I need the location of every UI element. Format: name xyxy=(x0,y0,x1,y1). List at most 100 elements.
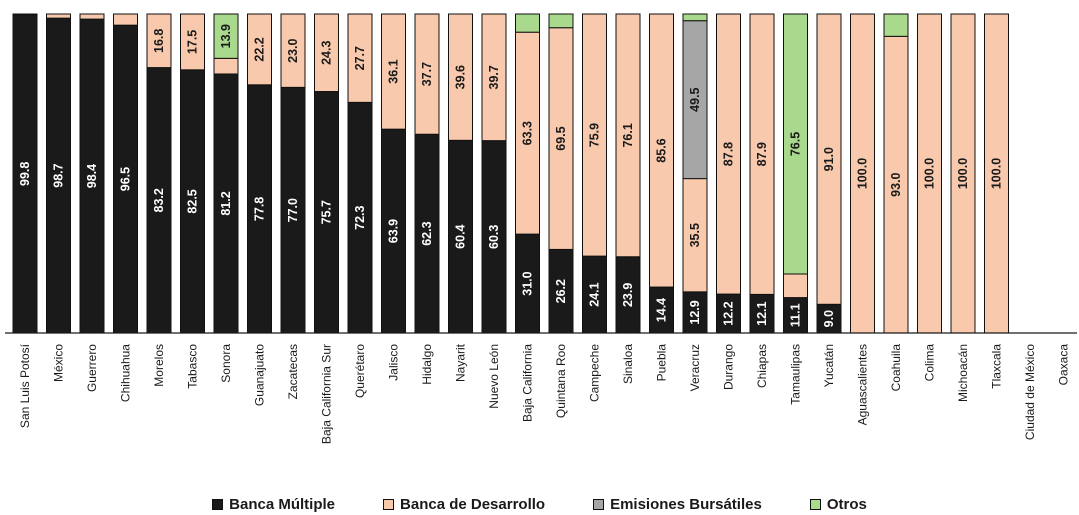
category-label-morelos: Morelos xyxy=(152,344,166,387)
bar-segment-banca-de-desarrollo-puebla xyxy=(649,13,674,288)
data-label-banca-multiple-tamaulipas: 11.1 xyxy=(789,303,803,327)
category-label-quintana-roo: Quintana Roo xyxy=(554,344,568,418)
legend-swatch-otros xyxy=(809,498,821,510)
bar-segment-banca-multiple-quintana-roo xyxy=(548,248,574,334)
bar-segment-banca-de-desarrollo-sinaloa xyxy=(615,13,641,258)
data-label-banca-multiple-tabasco: 82.5 xyxy=(186,189,200,213)
legend-swatch-emisiones xyxy=(593,498,605,510)
data-label-banca-de-desarrollo-nayarit: 39.6 xyxy=(454,65,468,89)
data-label-banca-multiple-puebla: 14.4 xyxy=(655,298,669,322)
bar-segment-banca-de-desarrollo-tabasco xyxy=(180,13,205,71)
legend-item-emisiones: Emisiones Bursátiles xyxy=(593,496,762,513)
bar-segment-banca-de-desarrollo-tlaxcala xyxy=(984,13,1009,334)
bar-segment-otros-coahuila xyxy=(883,13,909,37)
category-label-san-luis-potosi: San Luis Potosí xyxy=(18,343,32,428)
category-label-baja-california-sur: Baja California Sur xyxy=(320,344,334,444)
data-label-otros-sonora: 13.9 xyxy=(219,24,233,48)
data-label-banca-de-desarrollo-durango: 87.8 xyxy=(722,142,736,166)
category-label-oaxaca: Oaxaca xyxy=(1057,344,1071,386)
bar-segment-banca-multiple-guanajuato xyxy=(247,84,272,334)
category-label-jalisco: Jalisco xyxy=(387,344,401,381)
legend-swatch-banca-multiple xyxy=(212,498,224,510)
bar-segment-banca-de-desarrollo-nuevo-leon xyxy=(481,13,507,142)
category-label-colima: Colima xyxy=(923,344,937,382)
category-label-mexico: México xyxy=(52,344,66,382)
category-label-hidalgo: Hidalgo xyxy=(420,344,434,385)
legend-swatch-banca-desarrollo xyxy=(383,498,395,510)
bar-segment-banca-de-desarrollo-zacatecas xyxy=(280,13,306,88)
data-label-banca-de-desarrollo-aguascalientes: 100.0 xyxy=(856,158,870,189)
data-label-banca-de-desarrollo-tabasco: 17.5 xyxy=(186,30,200,54)
bar-segment-banca-multiple-baja-california xyxy=(515,233,540,334)
bar-segment-banca-de-desarrollo-quintana-roo xyxy=(548,27,574,250)
category-label-campeche: Campeche xyxy=(588,344,602,402)
category-label-baja-california: Baja California xyxy=(521,344,535,422)
data-label-banca-multiple-sonora: 81.2 xyxy=(219,191,233,215)
data-label-banca-multiple-mexico: 98.7 xyxy=(52,163,66,187)
bar-segment-banca-multiple-mexico xyxy=(46,17,71,334)
data-label-banca-de-desarrollo-guanajuato: 22.2 xyxy=(253,37,267,61)
category-label-coahuila: Coahuila xyxy=(889,344,903,392)
data-label-banca-de-desarrollo-baja-california: 63.3 xyxy=(521,121,535,145)
data-label-banca-de-desarrollo-puebla: 85.6 xyxy=(655,138,669,162)
category-label-ciudad-de-mexico: Ciudad de México xyxy=(1023,344,1037,440)
bar-segment-otros-tamaulipas xyxy=(783,13,808,275)
data-label-banca-multiple-veracruz: 12.9 xyxy=(688,300,702,324)
category-label-aguascalientes: Aguascalientes xyxy=(856,344,870,425)
data-label-banca-de-desarrollo-queretaro: 27.7 xyxy=(353,46,367,70)
bar-segment-banca-de-desarrollo-durango xyxy=(716,13,741,295)
data-label-banca-multiple-baja-california: 31.0 xyxy=(521,271,535,295)
bar-segment-banca-de-desarrollo-mexico xyxy=(46,13,71,19)
bar-segment-banca-de-desarrollo-sonora xyxy=(213,57,239,75)
category-label-nayarit: Nayarit xyxy=(454,343,468,382)
bar-segment-banca-de-desarrollo-veracruz xyxy=(682,178,708,293)
data-label-banca-de-desarrollo-zacatecas: 23.0 xyxy=(286,38,300,62)
data-label-banca-multiple-durango: 12.2 xyxy=(722,301,736,325)
data-label-banca-multiple-nayarit: 60.4 xyxy=(454,224,468,248)
bar-segment-otros-sonora xyxy=(213,13,239,59)
bar-segment-banca-de-desarrollo-morelos xyxy=(146,13,172,69)
data-label-banca-multiple-hidalgo: 62.3 xyxy=(420,221,434,245)
bar-segment-banca-de-desarrollo-chihuahua xyxy=(113,13,138,26)
bar-segment-banca-de-desarrollo-tamaulipas xyxy=(783,273,808,299)
legend-label-banca-multiple: Banca Múltiple xyxy=(229,495,336,513)
bar-segment-banca-de-desarrollo-guanajuato xyxy=(247,13,272,86)
data-label-banca-de-desarrollo-jalisco: 36.1 xyxy=(387,59,401,83)
category-label-tamaulipas: Tamaulipas xyxy=(789,344,803,405)
data-label-banca-multiple-morelos: 83.2 xyxy=(152,188,166,212)
data-label-banca-multiple-campeche: 24.1 xyxy=(588,282,602,306)
stacked-bar-chart: 99.8 98.7 98.4 96.5 83.2 16.8 82.5 17.5 81.2 13.9… xyxy=(5,13,1077,444)
bar-segment-banca-multiple-chihuahua xyxy=(113,24,138,334)
legend-label-otros: Otros xyxy=(826,495,867,513)
data-label-banca-de-desarrollo-baja-california-sur: 24.3 xyxy=(320,41,334,65)
bar-segment-otros-quintana-roo xyxy=(548,13,574,29)
category-label-guerrero: Guerrero xyxy=(85,344,99,392)
legend-label-banca-desarrollo: Banca de Desarrollo xyxy=(400,495,546,513)
bar-segment-otros-veracruz xyxy=(682,13,708,22)
data-label-emisiones-bursatiles-veracruz: 49.5 xyxy=(688,87,702,111)
category-label-tlaxcala: Tlaxcala xyxy=(990,344,1004,389)
bar-segment-banca-multiple-san-luis-potosi xyxy=(12,14,38,334)
category-label-durango: Durango xyxy=(722,344,736,390)
data-label-banca-multiple-nuevo-leon: 60.3 xyxy=(487,225,501,249)
data-label-banca-de-desarrollo-veracruz: 35.5 xyxy=(688,223,702,247)
category-label-zacatecas: Zacatecas xyxy=(286,344,300,399)
data-label-banca-multiple-queretaro: 72.3 xyxy=(353,205,367,229)
legend-item-banca-desarrollo: Banca de Desarrollo xyxy=(383,496,545,513)
data-label-banca-de-desarrollo-campeche: 75.9 xyxy=(588,123,602,147)
category-label-veracruz: Veracruz xyxy=(688,344,702,391)
bar-segment-banca-de-desarrollo-colima xyxy=(917,13,942,334)
legend-item-otros: Otros xyxy=(809,495,867,513)
legend: Banca Múltiple Banca de Desarrollo Emisi… xyxy=(0,493,1079,515)
category-label-tabasco: Tabasco xyxy=(186,344,200,389)
data-label-banca-multiple-sinaloa: 23.9 xyxy=(621,283,635,307)
bar-segment-banca-de-desarrollo-aguascalientes xyxy=(850,13,875,334)
bar-segment-banca-de-desarrollo-guerrero xyxy=(79,13,105,20)
category-label-michoacan: Michoacán xyxy=(956,344,970,402)
category-labels: San Luis Potosí México Guerrero Chihuahua Mo… xyxy=(18,343,1071,444)
data-label-banca-multiple-chiapas: 12.1 xyxy=(755,301,769,325)
legend-item-banca-multiple: Banca Múltiple xyxy=(212,496,335,513)
bars-group: 99.8 98.7 98.4 96.5 83.2 16.8 82.5 17.5 81.2 13.9… xyxy=(12,13,1009,334)
data-label-banca-de-desarrollo-yucatan: 91.0 xyxy=(822,147,836,171)
category-label-queretaro: Querétaro xyxy=(353,344,367,398)
